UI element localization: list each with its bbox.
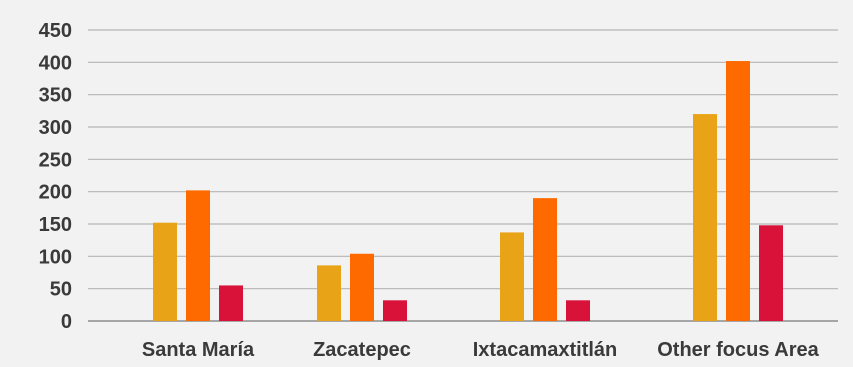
y-tick-label: 450	[39, 20, 72, 42]
bar-series-1-1	[317, 265, 341, 321]
x-category-label: Zacatepec	[313, 339, 411, 361]
y-tick-label: 200	[39, 182, 72, 204]
y-tick-label: 150	[39, 214, 72, 236]
bar-series-3-1	[383, 300, 407, 321]
bar-series-2-1	[350, 253, 374, 321]
bar-series-3-0	[219, 285, 243, 321]
bar-series-2-2	[533, 198, 557, 321]
bar-series-1-2	[500, 232, 524, 321]
bar-series-3-2	[566, 300, 590, 321]
bar-series-3-3	[759, 225, 783, 321]
x-category-label: Ixtacamaxtitlán	[473, 339, 618, 361]
x-category-label: Other focus Area	[657, 339, 819, 361]
y-tick-label: 0	[61, 311, 72, 333]
bar-series-2-0	[186, 190, 210, 321]
y-tick-label: 100	[39, 246, 72, 268]
x-axis-category-labels: Santa María Zacatepec Ixtacamaxtitlán Other…	[142, 339, 820, 361]
y-axis-tick-labels: 0 50 100 150 200 250 300 350 400 450	[39, 20, 72, 333]
y-tick-label: 250	[39, 149, 72, 171]
y-tick-label: 50	[50, 279, 72, 301]
y-tick-label: 350	[39, 85, 72, 107]
y-tick-label: 300	[39, 117, 72, 139]
bar-series-2-3	[726, 61, 750, 321]
bar-series-1-3	[693, 114, 717, 321]
y-tick-label: 400	[39, 52, 72, 74]
x-category-label: Santa María	[142, 339, 255, 361]
gridlines	[88, 29, 838, 322]
bar-series-1-0	[153, 222, 177, 321]
bars	[153, 61, 783, 321]
